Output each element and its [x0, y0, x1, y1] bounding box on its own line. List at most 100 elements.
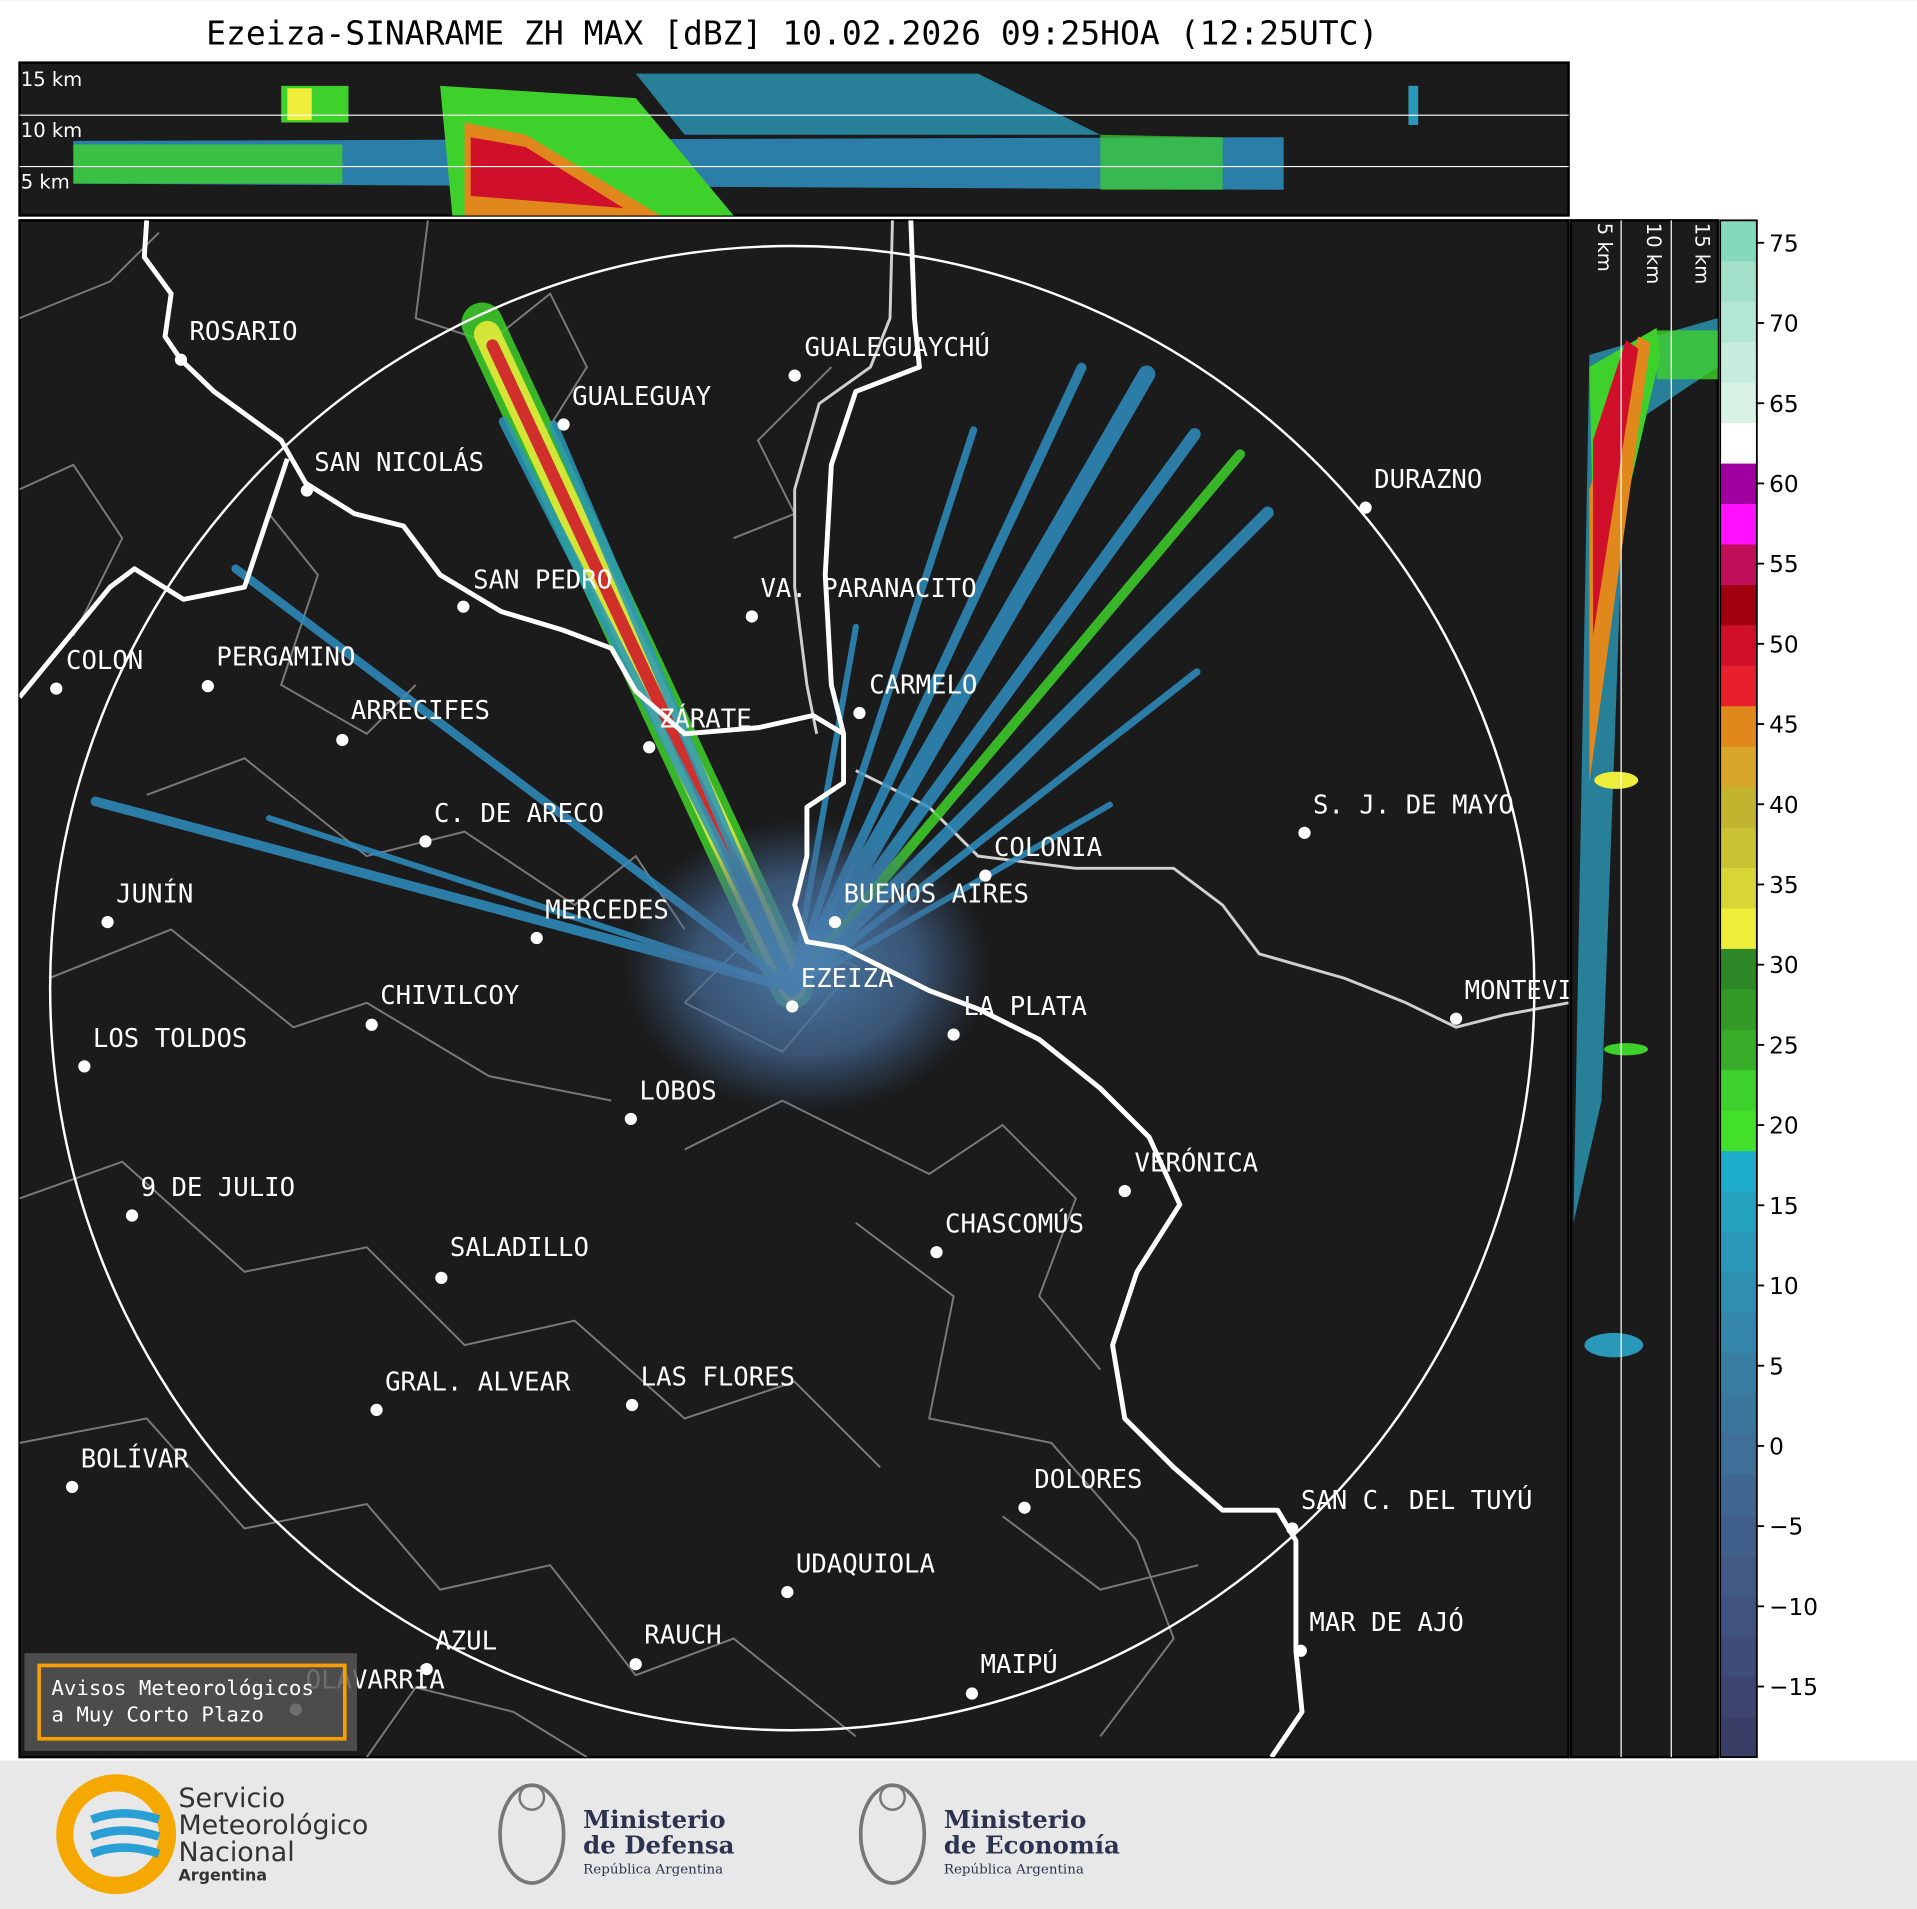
city-marker: [457, 600, 470, 613]
colorbar-band: [1720, 665, 1757, 707]
colorbar-band: [1720, 1393, 1757, 1435]
city-marker: [78, 1060, 91, 1073]
city-marker: [1359, 501, 1372, 514]
city-marker: [643, 741, 656, 754]
top-echoes: [73, 73, 1419, 216]
colorbar-band: [1720, 1110, 1757, 1152]
city-marker: [174, 353, 188, 366]
colorbar-band: [1720, 826, 1757, 869]
city-marker: [1449, 1012, 1463, 1025]
colorbar-band: [1720, 1271, 1757, 1313]
colorbar-tick-label: 55: [1769, 551, 1799, 578]
city-marker: [1286, 1522, 1299, 1535]
colorbar-band: [1720, 907, 1757, 949]
city-marker: [101, 915, 114, 929]
logo-text: de Economía: [944, 1831, 1120, 1860]
colorbar-band: [1720, 1190, 1757, 1232]
colorbar-band: [1720, 1554, 1757, 1596]
defensa-logo: Ministerio de Defensa República Argentin…: [498, 1783, 735, 1885]
city-label: LAS FLORES: [641, 1362, 795, 1392]
colorbar-band: [1720, 503, 1757, 545]
colorbar-tick-label: 20: [1769, 1113, 1799, 1140]
city-label: COLONIA: [994, 833, 1102, 863]
notice-text: Avisos Meteorológicos: [51, 1676, 314, 1700]
logo-text: Argentina: [178, 1866, 267, 1885]
city-label: GUALEGUAYCHÚ: [804, 331, 989, 363]
city-label: BOLÍVAR: [81, 1442, 190, 1474]
city-marker: [788, 369, 801, 382]
colorbar-band: [1720, 1716, 1757, 1758]
city-label: DOLORES: [1034, 1465, 1142, 1495]
colorbar-tick-label: 10: [1769, 1273, 1799, 1300]
colorbar-tick-label: −15: [1769, 1674, 1818, 1701]
colorbar-band: [1720, 867, 1757, 909]
city-marker: [624, 1112, 637, 1126]
city-marker: [965, 1687, 979, 1700]
side-level-label: 15 km: [1691, 223, 1714, 284]
city-marker: [336, 733, 349, 747]
logo-text: Meteorológico: [178, 1810, 368, 1841]
city-label: C. DE ARECO: [434, 799, 604, 829]
city-marker: [930, 1246, 943, 1259]
colorbar-band: [1720, 1150, 1757, 1192]
logo-text: Servicio: [178, 1783, 285, 1814]
colorbar-tick-label: 35: [1769, 872, 1799, 899]
colorbar-tick-label: 25: [1769, 1032, 1799, 1059]
colorbar-tick-label: −10: [1769, 1594, 1818, 1621]
city-marker: [828, 915, 842, 929]
city-marker: [370, 1403, 383, 1417]
city-label: VA. PARANACITO: [760, 574, 976, 604]
city-marker: [781, 1585, 794, 1599]
logo-text: República Argentina: [944, 1862, 1084, 1877]
colorbar-tick-label: 60: [1769, 471, 1799, 498]
colorbar-band: [1720, 1352, 1757, 1394]
colorbar-band: [1720, 705, 1757, 747]
top-level-label: 10 km: [21, 119, 82, 142]
logo-text: Nacional: [178, 1837, 294, 1868]
colorbar-tick-label: 5: [1769, 1353, 1784, 1380]
city-label: MAIPÚ: [981, 1648, 1058, 1680]
colorbar-tick-label: 15: [1769, 1193, 1799, 1220]
city-marker: [1018, 1501, 1031, 1514]
city-marker: [1118, 1184, 1131, 1198]
city-label: GRAL. ALVEAR: [385, 1367, 571, 1397]
colorbar-band: [1720, 1595, 1757, 1637]
colorbar-band: [1720, 1231, 1757, 1273]
colorbar-band: [1720, 1433, 1757, 1475]
city-label: CARMELO: [869, 670, 977, 700]
city-label: PERGAMINO: [216, 642, 355, 672]
footer: [0, 1760, 1917, 1909]
colorbar-band: [1720, 1635, 1757, 1677]
colorbar-band: [1720, 584, 1757, 626]
city-marker: [50, 682, 63, 695]
city-marker: [125, 1209, 139, 1222]
city-marker: [530, 931, 543, 945]
city-marker: [947, 1028, 960, 1041]
city-label: ARRECIFES: [351, 696, 490, 726]
city-marker: [557, 418, 570, 431]
colorbar-band: [1720, 1514, 1757, 1556]
city-label: 9 DE JULIO: [141, 1173, 295, 1203]
colorbar-tick-label: 75: [1769, 230, 1799, 257]
range-ring: [48, 244, 1536, 1732]
colorbar-band: [1720, 543, 1757, 585]
colorbar-tick-label: 70: [1769, 311, 1799, 338]
city-label: CHIVILCOY: [380, 981, 519, 1011]
city-marker: [201, 680, 214, 693]
logo-text: República Argentina: [583, 1862, 723, 1877]
colorbar-tick-label: −5: [1769, 1514, 1803, 1541]
colorbar-band: [1720, 220, 1757, 262]
city-label: DURAZNO: [1374, 465, 1482, 495]
city-label: RAUCH: [644, 1620, 721, 1650]
city-label: JUNÍN: [116, 878, 193, 910]
city-label: ROSARIO: [189, 317, 297, 347]
city-label: GUALEGUAY: [572, 382, 711, 412]
city-label: S. J. DE MAYO: [1313, 790, 1514, 820]
city-label: SAN NICOLÁS: [314, 446, 484, 478]
economia-logo: Ministerio de Economía República Argenti…: [858, 1783, 1120, 1885]
city-marker: [365, 1018, 378, 1031]
city-marker: [1294, 1644, 1307, 1657]
city-marker: [853, 706, 866, 720]
coastline: [19, 220, 1305, 1758]
